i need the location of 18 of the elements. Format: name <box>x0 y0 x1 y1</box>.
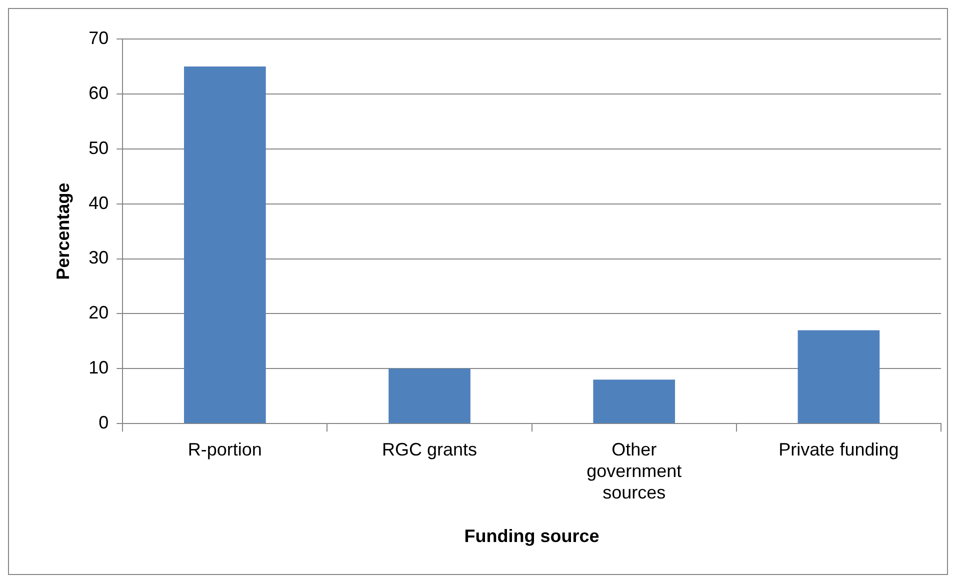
y-tick-label: 20 <box>88 302 109 323</box>
x-tick-label: Private funding <box>778 439 899 460</box>
x-tick-label: RGC grants <box>382 439 478 460</box>
y-tick-label: 50 <box>88 138 109 158</box>
bar <box>798 330 880 424</box>
y-tick-label: 30 <box>88 248 109 268</box>
y-tick-label: 70 <box>88 28 109 48</box>
y-tick-label: 60 <box>88 82 109 103</box>
y-tick-label: 0 <box>98 412 109 433</box>
bar <box>388 368 470 424</box>
y-tick-label: 10 <box>88 358 109 378</box>
y-tick-label: 40 <box>88 192 109 213</box>
x-axis-title: Funding source <box>464 526 600 546</box>
x-tick-label: Other government sources <box>586 439 682 503</box>
bar <box>184 66 266 424</box>
x-tick-label: R-portion <box>188 439 262 460</box>
y-axis-title: Percentage <box>52 182 73 280</box>
bar <box>593 380 676 424</box>
